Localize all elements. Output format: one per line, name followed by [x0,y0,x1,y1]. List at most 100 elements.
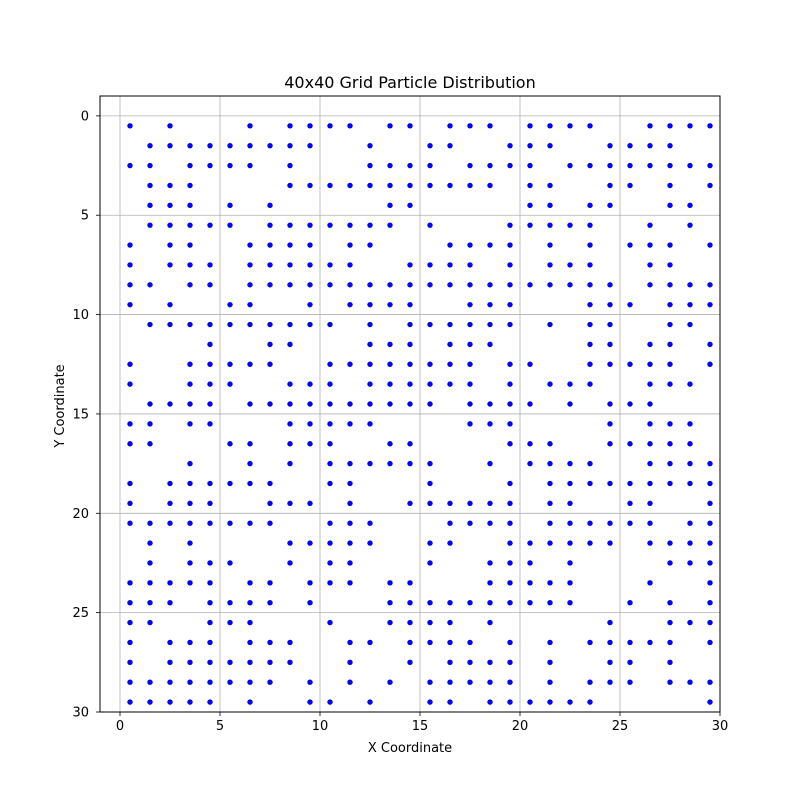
data-point [367,639,373,646]
data-point [207,659,213,666]
data-point [207,679,213,685]
data-point [407,321,413,328]
y-tick-label: 15 [72,407,89,422]
data-point [167,580,173,586]
data-point [187,162,193,169]
data-point [167,659,173,666]
data-point [287,560,293,566]
data-point [287,262,293,268]
data-point [507,421,513,427]
data-point [327,560,333,566]
data-point [287,142,293,149]
data-point [547,639,553,646]
data-point [267,480,273,487]
data-point [167,500,173,507]
data-point [327,282,333,288]
data-point [327,361,333,367]
data-point [507,242,513,248]
data-point [647,401,653,407]
data-point [487,500,493,507]
data-point [627,659,633,666]
data-point [407,401,413,407]
data-point [387,580,393,586]
data-point [687,123,693,129]
data-point [227,520,233,526]
x-axis-ticks: 0 5 10 15 20 25 30 [116,712,728,734]
data-point [447,381,453,387]
data-point [207,222,213,228]
data-point [487,460,493,467]
data-point [707,560,713,566]
data-point [567,500,573,507]
data-point [427,699,433,705]
data-point [407,162,413,169]
data-point [327,441,333,447]
data-point [327,480,333,487]
data-point [707,301,713,308]
data-point [587,242,593,248]
data-point [487,321,493,328]
data-point [447,361,453,367]
data-point [607,540,613,546]
data-point [507,679,513,685]
data-point [287,381,293,387]
data-point [567,699,573,705]
data-point [587,540,593,546]
data-point [487,600,493,606]
data-point [687,540,693,546]
data-point [487,560,493,566]
data-point [667,659,673,666]
data-point [187,460,193,467]
data-point [707,480,713,487]
data-point [287,441,293,447]
data-point [187,500,193,507]
data-point [647,162,653,169]
data-point [287,341,293,348]
data-point [547,679,553,685]
data-point [307,580,313,586]
data-point [467,182,473,189]
data-point [387,401,393,407]
data-point [667,123,673,129]
data-point [387,600,393,606]
data-point [247,162,253,169]
data-point [407,341,413,348]
data-point [547,262,553,268]
data-point [307,182,313,189]
data-point [687,162,693,169]
data-point [267,520,273,526]
data-point [707,580,713,586]
data-point [147,421,153,427]
x-tick-label: 20 [512,719,529,734]
data-point [347,560,353,566]
data-point [427,480,433,487]
data-point [507,441,513,447]
data-point [667,321,673,328]
data-point [347,282,353,288]
data-point [507,142,513,149]
data-point [247,699,253,705]
data-point [267,222,273,228]
data-point [547,580,553,586]
y-tick-label: 5 [81,209,89,224]
data-point [507,301,513,308]
data-point [347,659,353,666]
data-point [627,500,633,507]
y-axis-ticks: 0 5 10 15 20 25 30 [72,109,100,721]
data-point [187,659,193,666]
data-point [547,381,553,387]
data-point [267,679,273,685]
data-point [687,321,693,328]
data-point [487,401,493,407]
data-point [527,540,533,546]
data-point [127,500,133,507]
data-point [507,659,513,666]
data-point [607,301,613,308]
data-point [667,182,673,189]
data-point [607,480,613,487]
data-point [647,142,653,149]
data-point [667,480,673,487]
data-point [587,202,593,208]
data-point [207,500,213,507]
data-point [167,142,173,149]
